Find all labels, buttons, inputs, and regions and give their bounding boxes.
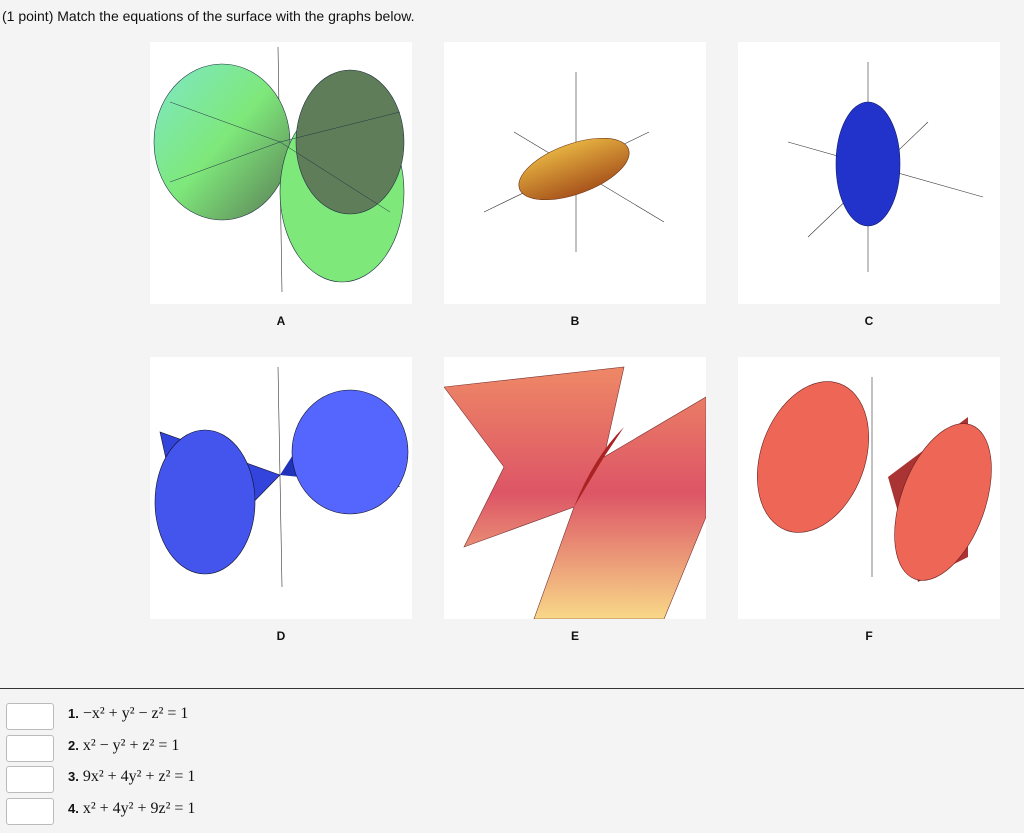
equation-number: 1. [68,706,79,721]
graph-panel [738,357,1000,619]
graph-panel [444,42,706,304]
graph-image [443,366,707,620]
equation-item: 3. 9x² + 4y² + z² = 1 [68,768,195,786]
equation-text: 9x² + 4y² + z² = 1 [82,768,196,785]
equation-text: x² − y² + z² = 1 [82,737,180,754]
equation-text: x² + 4y² + 9z² = 1 [82,800,196,817]
graph-panel [738,42,1000,304]
graph-label: B [570,314,580,328]
graph-panel [443,357,707,620]
equation-number: 2. [68,738,79,753]
answer-input[interactable] [6,766,54,793]
graph-image [757,377,992,582]
graph-label: D [276,629,286,643]
graph-image [154,366,409,588]
answer-input[interactable] [6,735,54,762]
graph-image [483,72,665,252]
equation-number: 4. [68,801,79,816]
equation-item: 2. x² − y² + z² = 1 [68,737,179,755]
equation-item: 4. x² + 4y² + 9z² = 1 [68,800,195,818]
graph-image [787,62,984,272]
graph-label: F [865,629,873,643]
graph-panel [150,357,412,619]
divider [0,688,1024,689]
equation-text: −x² + y² − z² = 1 [82,705,189,722]
equation-number: 3. [68,769,79,784]
graph-label: E [570,629,579,643]
prompt: (1 point) Match the equations of the sur… [2,8,415,24]
graph-label: A [276,314,286,328]
graph-panel [150,42,412,304]
answer-input[interactable] [6,798,54,825]
graph-image [153,46,405,293]
equation-item: 1. −x² + y² − z² = 1 [68,705,188,723]
graph-label: C [864,314,874,328]
answer-input[interactable] [6,703,54,730]
